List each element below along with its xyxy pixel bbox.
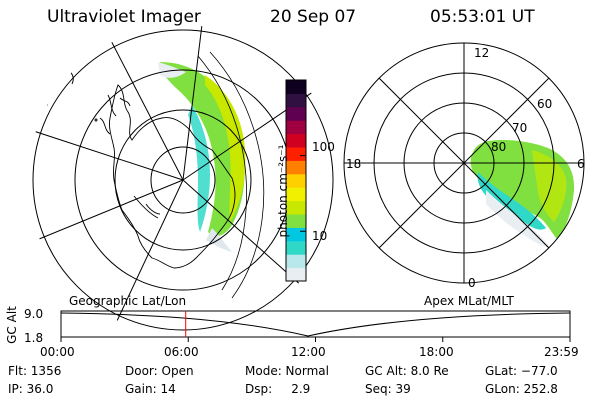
altitude-ylabel: GC Alt [5, 306, 19, 344]
status-seq: Seq: 39 [365, 382, 411, 396]
colorbar-cell [286, 187, 306, 202]
mlat-label-80: 80 [491, 140, 507, 154]
mlt-label-6: 6 [577, 157, 585, 171]
status-flight: Flt: 1356 [8, 364, 62, 378]
colorbar-cell [286, 160, 306, 175]
mlt-label-12: 12 [474, 46, 490, 60]
altitude-ytick: 9.0 [24, 307, 44, 321]
mlt-label-18: 18 [346, 157, 362, 171]
status-dsp: Dsp: 2.9 [245, 382, 311, 396]
altitude-ytick: 1.8 [24, 331, 44, 345]
colorbar-cell [286, 200, 306, 215]
altitude-xtick: 18:00 [419, 345, 454, 359]
colorbar-cell [286, 93, 306, 108]
altitude-curve [60, 312, 571, 337]
colorbar-cell [286, 133, 306, 148]
observation-date: 20 Sep 07 [270, 7, 357, 27]
instrument-title: Ultraviolet Imager [47, 7, 201, 27]
status-glon: GLon: 252.8 [485, 382, 558, 396]
colorbar-cell [286, 80, 306, 94]
geo-auroral-emission [158, 62, 246, 252]
status-gc-alt: GC Alt: 8.0 Re [365, 364, 449, 378]
geo-terminator-lines [197, 51, 265, 299]
colorbar-cell [286, 120, 306, 135]
mlt-label-0: 0 [468, 276, 476, 290]
colorbar-cell [286, 106, 306, 121]
colorbar-cell [286, 267, 306, 282]
colorbar-cell [286, 173, 306, 188]
altitude-xtick: 00:00 [40, 345, 75, 359]
colorbar-cell [286, 254, 306, 269]
polar-panel-label: Apex MLat/MLT [424, 294, 514, 308]
status-glat: GLat: −77.0 [485, 364, 558, 378]
colorbar-cell [286, 147, 306, 161]
colorbar-cell [286, 240, 306, 255]
colorbar-tick-label: 10 [312, 229, 328, 243]
altitude-xtick: 23:59 [544, 345, 579, 359]
mlat-label-60: 60 [537, 97, 553, 111]
colorbar [285, 79, 307, 282]
altitude-xtick: 12:00 [291, 345, 326, 359]
status-mode: Mode: Normal [245, 364, 329, 378]
geographic-map-panel [28, 25, 338, 335]
colorbar-cell [286, 214, 306, 228]
polar-grid [343, 42, 585, 284]
polar-mlt-panel [343, 42, 585, 284]
altitude-plot [60, 310, 571, 342]
colorbar-tick-label: 100 [312, 140, 335, 154]
colorbar-frame [285, 79, 307, 282]
geographic-panel-label: Geographic Lat/Lon [69, 294, 187, 308]
mlat-label-70: 70 [512, 121, 528, 135]
colorbar-unit-label: photon cm⁻²s⁻¹ [276, 144, 290, 238]
altitude-xtick: 06:00 [164, 345, 199, 359]
observation-time: 05:53:01 UT [430, 7, 535, 27]
status-gain: Gain: 14 [125, 382, 176, 396]
geo-grid-lines [28, 25, 338, 335]
status-door: Door: Open [125, 364, 194, 378]
status-ip: IP: 36.0 [8, 382, 54, 396]
